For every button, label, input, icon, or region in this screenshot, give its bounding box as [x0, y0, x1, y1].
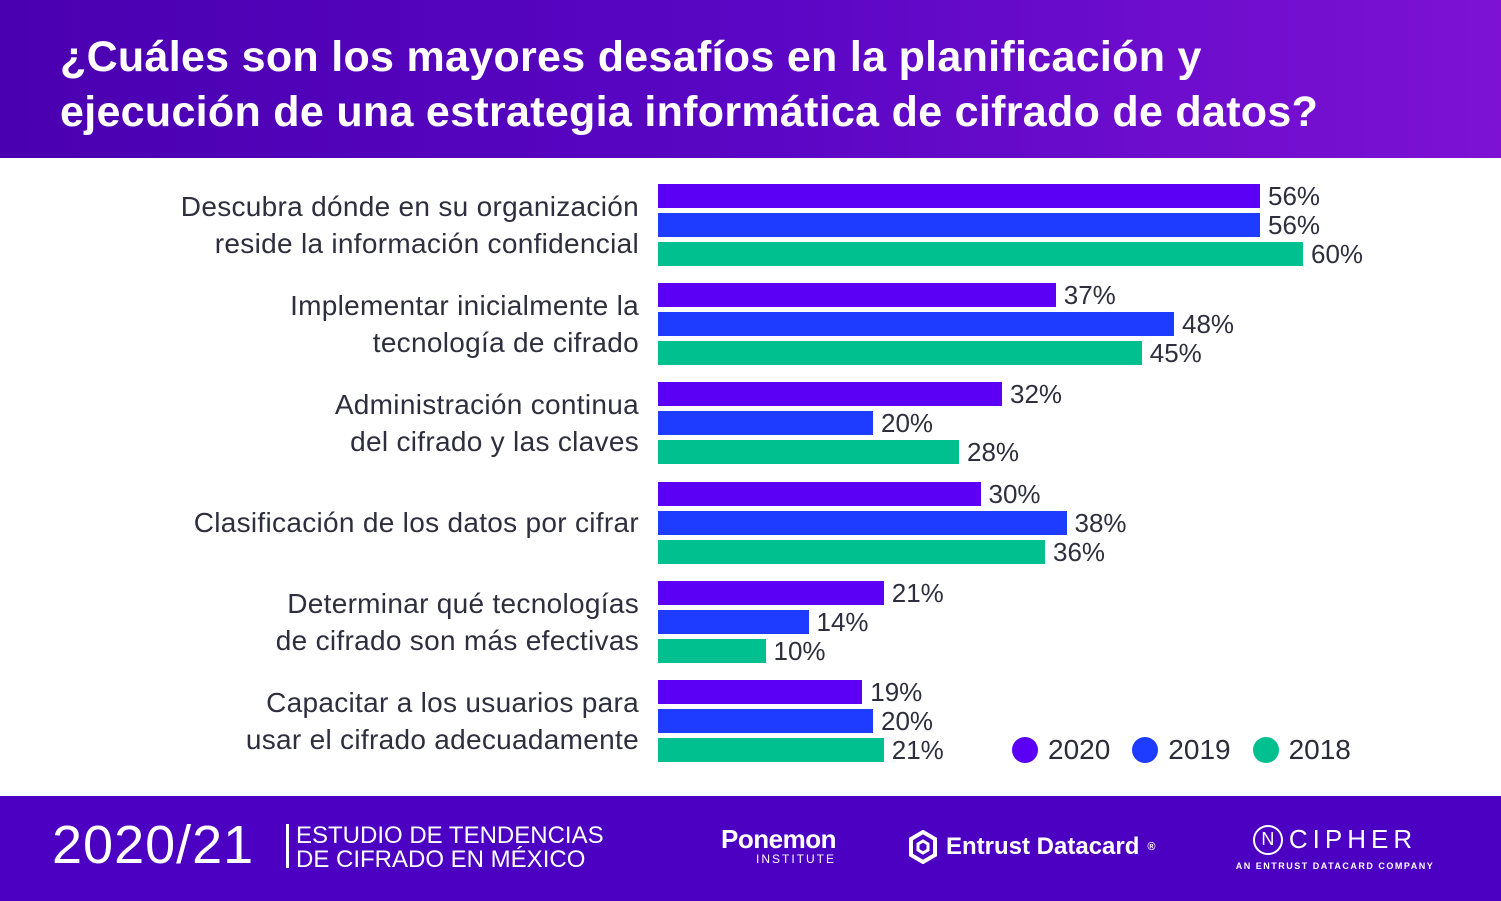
- legend-item-2020: 2020: [1012, 734, 1110, 766]
- header: ¿Cuáles son los mayores desafíos en la p…: [0, 0, 1501, 158]
- legend-label: 2019: [1168, 734, 1231, 765]
- data-label: 14%: [816, 606, 869, 637]
- hexagon-icon: [909, 830, 937, 864]
- study-line-1: ESTUDIO DE TENDENCIAS: [296, 822, 604, 849]
- divider: [286, 824, 289, 868]
- category-label: Clasificación de los datos por cifrar: [194, 504, 639, 541]
- data-label: 20%: [881, 408, 934, 439]
- bar-2019: [658, 213, 1260, 237]
- data-label: 32%: [1010, 379, 1063, 410]
- data-label: 38%: [1074, 507, 1127, 538]
- bar-2020: [658, 481, 981, 506]
- bar-2019: [658, 510, 1067, 535]
- data-label: 10%: [773, 635, 826, 666]
- legend-item-2018: 2018: [1252, 734, 1351, 766]
- ncipher-sub: AN ENTRUST DATACARD COMPANY: [1235, 861, 1435, 871]
- category-label: Descubra dónde en su organización reside …: [181, 188, 639, 262]
- bar-2018: [658, 242, 1303, 266]
- bar-2020: [658, 382, 1002, 407]
- category-label-line: Determinar qué tecnologías: [287, 587, 639, 619]
- category-label: Implementar inicialmente la tecnología de…: [290, 287, 639, 361]
- ponemon-sub: INSTITUTE: [756, 852, 836, 866]
- data-label: 36%: [1053, 536, 1106, 567]
- category-label-line: Descubra dónde en su organización: [180, 191, 639, 222]
- entrust-text: Entrust Datacard: [946, 833, 1140, 860]
- data-label: 19%: [870, 677, 923, 707]
- legend-item-2019: 2019: [1132, 734, 1231, 766]
- category-label-line: Capacitar a los usuarios para: [266, 687, 639, 718]
- category-label-line: tecnología de cifrado: [372, 327, 639, 359]
- legend-dot-icon: [1012, 737, 1038, 763]
- data-label: 48%: [1182, 309, 1235, 340]
- bar-2018: [658, 440, 959, 465]
- bar-2018: [658, 341, 1142, 366]
- category-label-line: Implementar inicialmente la: [290, 290, 639, 322]
- data-label: 56%: [1268, 181, 1321, 211]
- study-title: ESTUDIO DE TENDENCIAS DE CIFRADO EN MÉXIC…: [296, 824, 604, 872]
- category-label-line: Clasificación de los datos por cifrar: [193, 507, 639, 539]
- ponemon-text: Ponemon: [721, 824, 836, 854]
- bar-2020: [658, 580, 884, 605]
- registered-mark: ®: [1147, 841, 1156, 853]
- bar-2019: [658, 609, 809, 634]
- ponemon-logo: Ponemon INSTITUTE: [702, 824, 836, 866]
- bar-2020: [658, 680, 863, 704]
- footer: 2020/21 ESTUDIO DE TENDENCIAS DE CIFRADO …: [0, 796, 1501, 901]
- category-label-line: reside la información confidencial: [214, 228, 639, 259]
- study-line-2: DE CIFRADO EN MÉXICO: [296, 846, 586, 873]
- legend-label: 2018: [1288, 734, 1351, 765]
- entrust-datacard-logo: Entrust Datacard ®: [908, 830, 1156, 864]
- bar-2019: [658, 312, 1174, 337]
- title-line-1: ¿Cuáles son los mayores desafíos en la p…: [60, 33, 1202, 81]
- title-line-2: ejecución de una estrategia informática …: [60, 88, 1319, 136]
- bar-2018: [658, 638, 766, 663]
- category-label-line: Administración continua: [334, 389, 639, 421]
- category-label-line: del cifrado y las claves: [350, 426, 639, 458]
- ncipher-logo: N CIPHER AN ENTRUST DATACARD COMPANY: [1232, 824, 1438, 871]
- data-label: 45%: [1149, 338, 1202, 369]
- legend-dot-icon: [1252, 737, 1279, 763]
- category-label: Capacitar a los usuarios para usar el cif…: [246, 684, 639, 758]
- data-label: 56%: [1268, 210, 1321, 240]
- bar-2020: [658, 184, 1260, 208]
- data-label: 60%: [1311, 239, 1364, 269]
- page-title: ¿Cuáles son los mayores desafíos en la p…: [60, 30, 1501, 140]
- bar-2018: [658, 738, 884, 762]
- category-label-line: usar el cifrado adecuadamente: [245, 724, 639, 755]
- legend: 2020 2019 2018: [1012, 734, 1351, 766]
- category-label: Administración continua del cifrado y las…: [335, 386, 639, 460]
- ncipher-text: CIPHER: [1288, 824, 1418, 854]
- data-label: 30%: [988, 478, 1041, 509]
- bar-2018: [658, 539, 1045, 564]
- data-label: 21%: [891, 577, 944, 608]
- legend-dot-icon: [1132, 737, 1159, 763]
- legend-label: 2020: [1048, 734, 1111, 765]
- data-label: 37%: [1063, 280, 1116, 311]
- data-label: 21%: [891, 735, 944, 765]
- bar-2019: [658, 411, 873, 436]
- bar-2019: [658, 709, 873, 733]
- bar-2020: [658, 283, 1056, 308]
- ncipher-n-icon: N: [1252, 824, 1283, 855]
- data-label: 20%: [881, 706, 934, 736]
- category-label: Determinar qué tecnologías de cifrado son…: [276, 585, 639, 659]
- study-year: 2020/21: [52, 815, 255, 875]
- data-label: 28%: [967, 437, 1020, 468]
- category-label-line: de cifrado son más efectivas: [275, 624, 639, 656]
